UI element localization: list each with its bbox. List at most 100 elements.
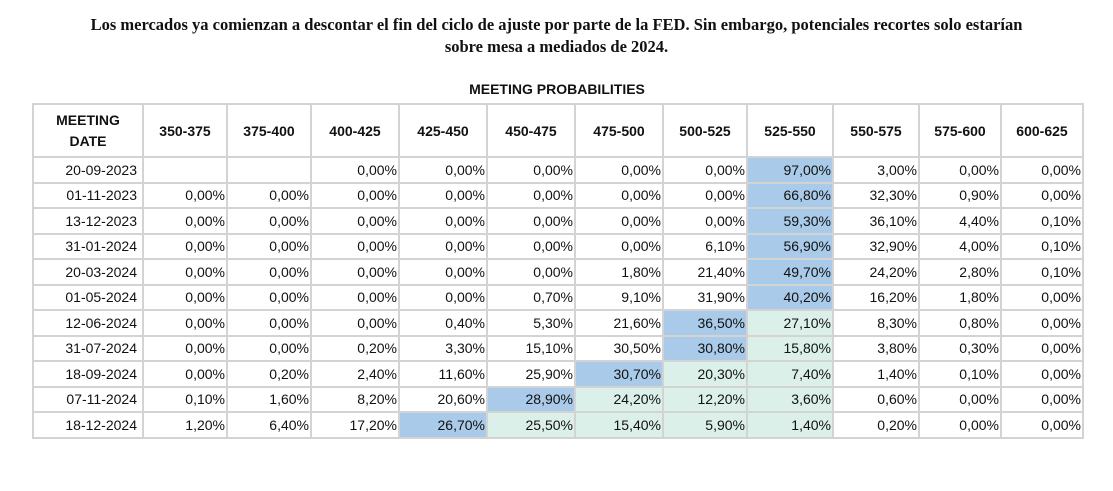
probability-cell: 0,00% <box>310 309 400 337</box>
table-row: 12-06-2024 0,00% 0,00% 0,00% 0,40% 5,30% 21,60… <box>32 309 1084 337</box>
probability-cell: 0,00% <box>918 156 1002 184</box>
probability-cell: 3,30% <box>398 334 488 362</box>
probability-cell: 0,10% <box>1000 207 1084 235</box>
probability-cell: 0,10% <box>1000 258 1084 286</box>
column-header-450-475: 450-475 <box>486 103 576 158</box>
probability-cell: 0,00% <box>142 309 228 337</box>
probability-cell: 17,20% <box>310 411 400 439</box>
probability-cell: 32,30% <box>832 181 920 209</box>
probability-cell: 0,00% <box>398 283 488 311</box>
probability-cell: 0,00% <box>574 232 664 260</box>
column-header-400-425: 400-425 <box>310 103 400 158</box>
meeting-date-header-line-2: DATE <box>69 132 107 149</box>
probability-cell: 0,00% <box>226 207 312 235</box>
meeting-date-cell: 13-12-2023 <box>32 207 144 235</box>
probability-cell: 0,00% <box>398 181 488 209</box>
table-row: 07-11-2024 0,10% 1,60% 8,20% 20,60% 28,90% 24,… <box>32 385 1084 413</box>
probability-cell: 0,00% <box>1000 156 1084 184</box>
header-row: MEETING DATE 350-375 375-400 400-425 425-45… <box>32 103 1084 158</box>
meeting-date-header: MEETING DATE <box>32 103 144 158</box>
probability-cell: 0,00% <box>142 232 228 260</box>
column-header-550-575: 550-575 <box>832 103 920 158</box>
table-row: 13-12-2023 0,00% 0,00% 0,00% 0,00% 0,00% 0,00%… <box>32 207 1084 235</box>
probability-cell: 6,40% <box>226 411 312 439</box>
probability-cell: 0,00% <box>398 232 488 260</box>
table-row: 18-12-2024 1,20% 6,40% 17,20% 26,70% 25,50% 15… <box>32 411 1084 439</box>
probability-cell: 0,20% <box>226 360 312 388</box>
probability-cell: 21,40% <box>662 258 748 286</box>
probability-cell: 0,20% <box>832 411 920 439</box>
probability-cell: 3,60% <box>746 385 834 413</box>
probability-cell: 36,10% <box>832 207 920 235</box>
probability-cell: 0,00% <box>398 258 488 286</box>
probability-cell: 4,00% <box>918 232 1002 260</box>
column-header-375-400: 375-400 <box>226 103 312 158</box>
column-header-575-600: 575-600 <box>918 103 1002 158</box>
meeting-date-cell: 01-05-2024 <box>32 283 144 311</box>
meeting-date-cell: 31-01-2024 <box>32 232 144 260</box>
probability-cell: 56,90% <box>746 232 834 260</box>
probability-cell: 26,70% <box>398 411 488 439</box>
probability-cell: 0,00% <box>574 156 664 184</box>
table-row: 31-01-2024 0,00% 0,00% 0,00% 0,00% 0,00% 0,00%… <box>32 232 1084 260</box>
probability-cell: 0,00% <box>1000 309 1084 337</box>
column-header-500-525: 500-525 <box>662 103 748 158</box>
probability-cell: 25,50% <box>486 411 576 439</box>
probability-cell: 9,10% <box>574 283 664 311</box>
probability-cell: 1,20% <box>142 411 228 439</box>
probability-cell: 0,00% <box>226 258 312 286</box>
probability-cell: 28,90% <box>486 385 576 413</box>
probability-cell: 0,00% <box>574 207 664 235</box>
probability-cell: 12,20% <box>662 385 748 413</box>
probability-cell: 0,00% <box>486 181 576 209</box>
probability-cell: 0,00% <box>310 181 400 209</box>
meeting-date-cell: 18-12-2024 <box>32 411 144 439</box>
probability-cell: 0,00% <box>574 181 664 209</box>
column-header-350-375: 350-375 <box>142 103 228 158</box>
probability-cell: 5,90% <box>662 411 748 439</box>
probability-cell: 3,00% <box>832 156 920 184</box>
probability-cell: 0,00% <box>662 156 748 184</box>
probability-cell <box>142 156 228 184</box>
probability-cell: 1,80% <box>918 283 1002 311</box>
probability-cell: 0,00% <box>486 232 576 260</box>
probability-cell: 40,20% <box>746 283 834 311</box>
table-row: 01-05-2024 0,00% 0,00% 0,00% 0,00% 0,70% 9,10%… <box>32 283 1084 311</box>
probability-cell: 2,80% <box>918 258 1002 286</box>
probability-cell: 0,00% <box>142 181 228 209</box>
probability-cell: 0,00% <box>918 385 1002 413</box>
probability-cell: 25,90% <box>486 360 576 388</box>
table-row: 18-09-2024 0,00% 0,20% 2,40% 11,60% 25,90% 30,… <box>32 360 1084 388</box>
probability-cell: 0,60% <box>832 385 920 413</box>
probability-cell: 0,30% <box>918 334 1002 362</box>
probability-cell: 0,00% <box>1000 385 1084 413</box>
probability-cell: 1,40% <box>832 360 920 388</box>
probability-cell: 0,00% <box>142 360 228 388</box>
probability-cell: 15,80% <box>746 334 834 362</box>
probability-cell: 0,00% <box>310 258 400 286</box>
probability-cell: 0,00% <box>142 207 228 235</box>
probability-cell: 24,20% <box>574 385 664 413</box>
column-header-425-450: 425-450 <box>398 103 488 158</box>
probability-cell: 3,80% <box>832 334 920 362</box>
probability-cell: 8,30% <box>832 309 920 337</box>
meeting-probabilities-table: MEETING DATE 350-375 375-400 400-425 425-45… <box>32 103 1084 439</box>
probability-cell: 66,80% <box>746 181 834 209</box>
probability-cell: 0,70% <box>486 283 576 311</box>
probability-cell: 0,00% <box>486 207 576 235</box>
headline-line-2: sobre mesa a mediados de 2024. <box>444 37 669 56</box>
probability-cell: 4,40% <box>918 207 1002 235</box>
probability-cell: 0,00% <box>226 181 312 209</box>
table-title: MEETING PROBABILITIES <box>469 81 645 97</box>
probability-cell: 97,00% <box>746 156 834 184</box>
probability-cell: 1,40% <box>746 411 834 439</box>
meeting-date-cell: 20-03-2024 <box>32 258 144 286</box>
probability-cell: 0,00% <box>1000 181 1084 209</box>
probability-cell: 0,00% <box>142 283 228 311</box>
probability-cell: 0,00% <box>486 258 576 286</box>
probability-cell: 0,00% <box>398 156 488 184</box>
probability-cell: 11,60% <box>398 360 488 388</box>
meeting-date-cell: 20-09-2023 <box>32 156 144 184</box>
probability-cell: 0,00% <box>226 232 312 260</box>
probability-cell: 36,50% <box>662 309 748 337</box>
